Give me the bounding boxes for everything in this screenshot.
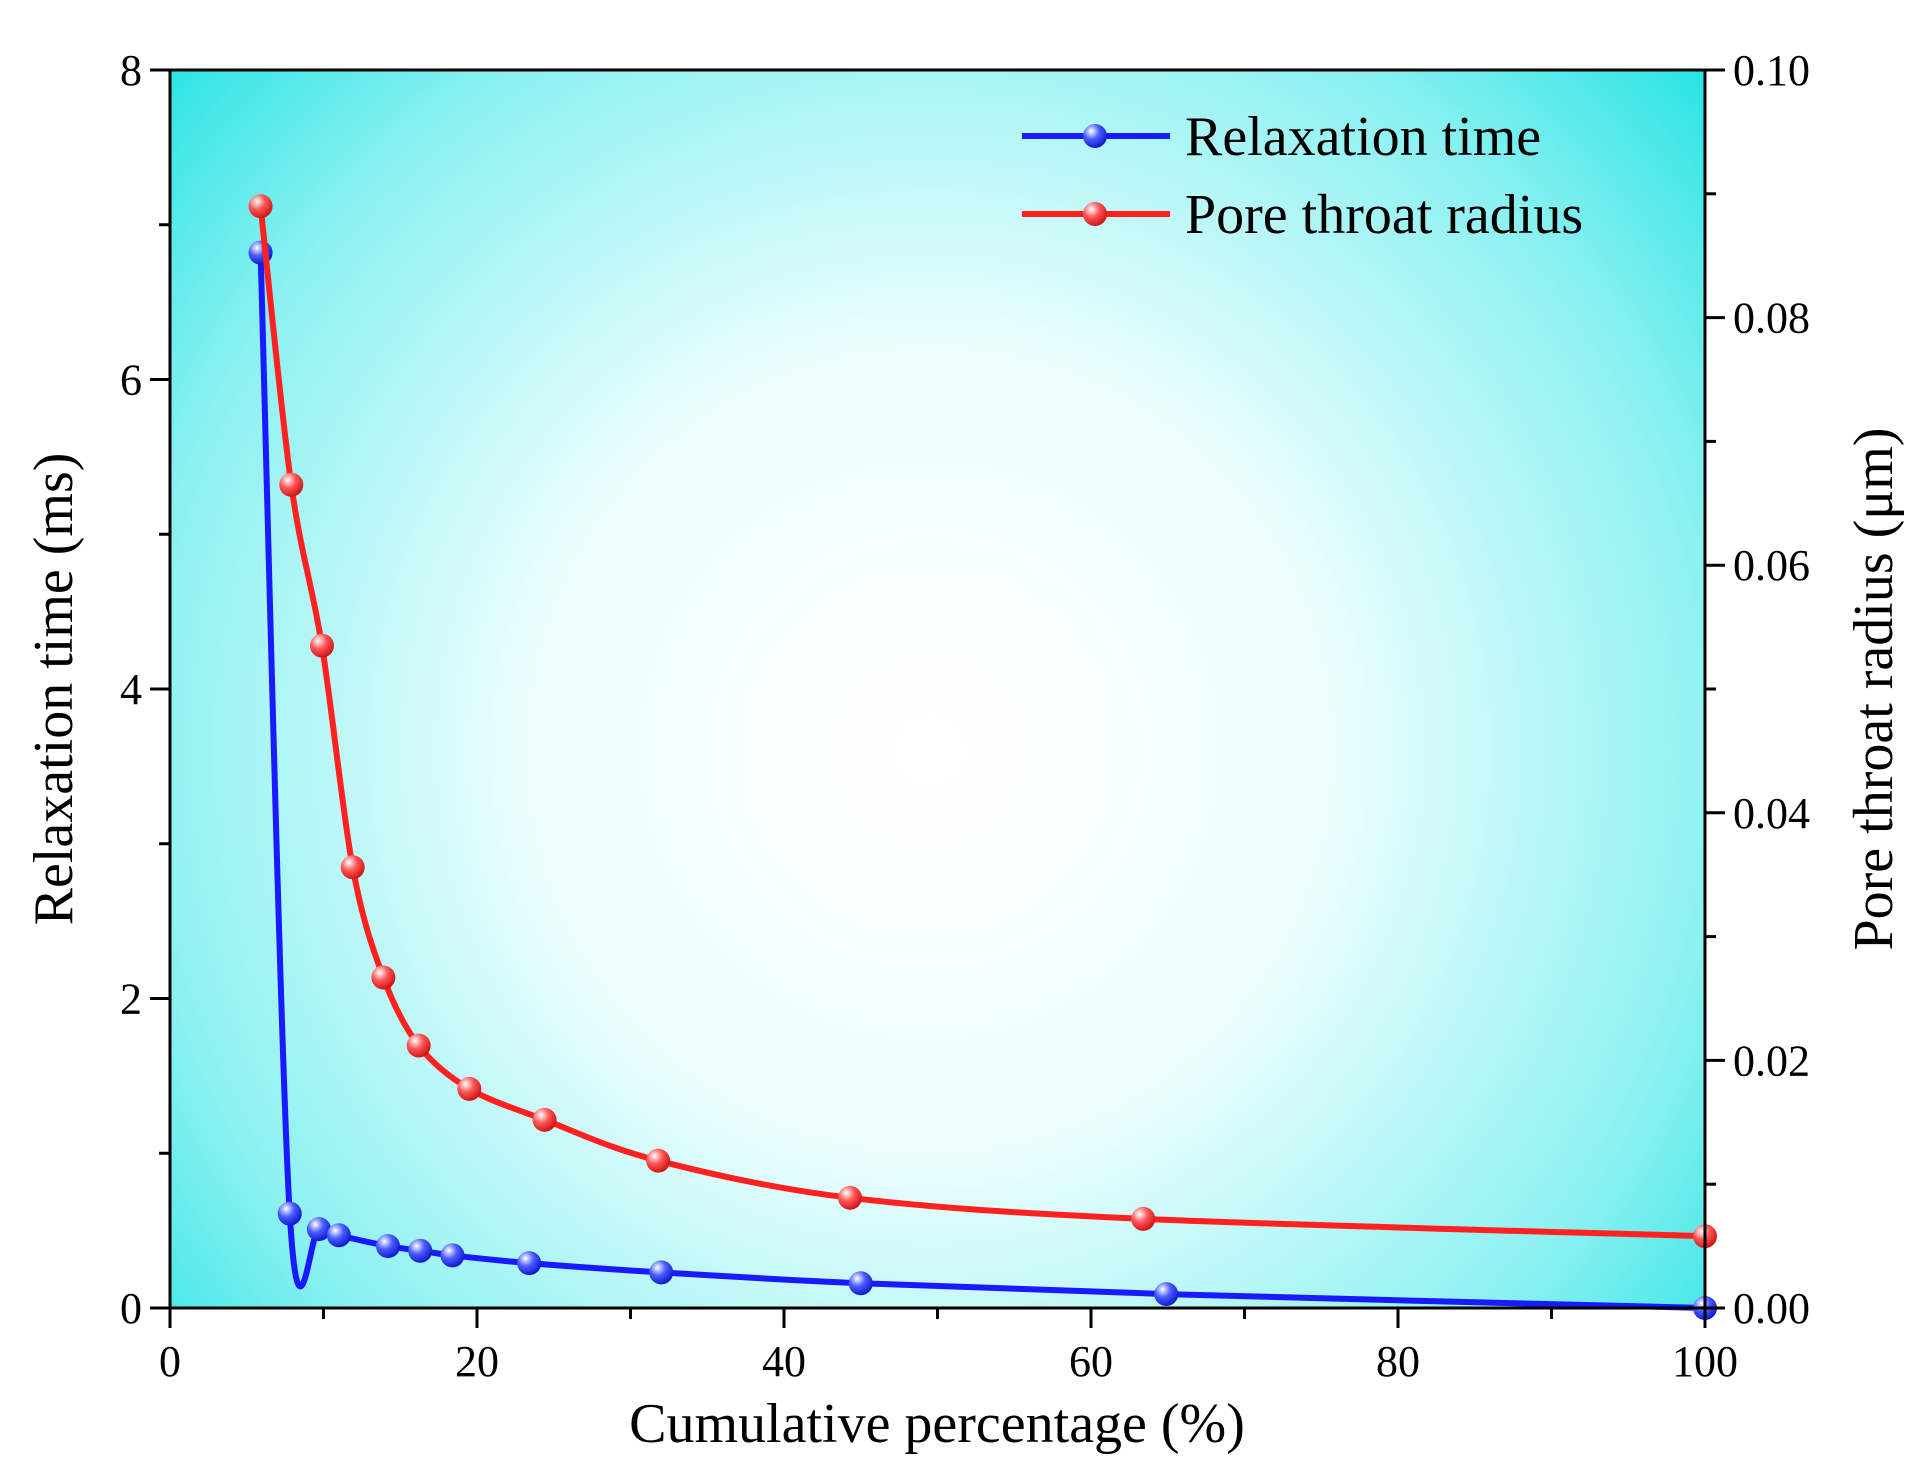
x-tick-label: 0 <box>159 1337 181 1386</box>
y2-tick-label: 0.04 <box>1733 789 1810 838</box>
legend-label-pore-throat-radius: Pore throat radius <box>1185 184 1583 246</box>
y-tick-label: 4 <box>120 665 142 714</box>
x-tick-label: 100 <box>1672 1337 1738 1386</box>
data-point-pore-throat-radius <box>340 855 365 880</box>
x-tick-label: 20 <box>455 1337 499 1386</box>
y2-tick-label: 0.10 <box>1733 46 1810 95</box>
x-tick-label: 80 <box>1376 1337 1420 1386</box>
legend-marker-pore-throat-radius <box>1083 202 1107 226</box>
x-axis-title: Cumulative percentage (%) <box>629 1393 1245 1455</box>
legend: Relaxation time Pore throat radius <box>1022 106 1583 246</box>
y-tick-label: 8 <box>120 46 142 95</box>
data-point-relaxation-time <box>848 1271 873 1296</box>
data-point-pore-throat-radius <box>309 633 334 658</box>
data-point-pore-throat-radius <box>838 1185 863 1210</box>
data-point-relaxation-time <box>1154 1282 1179 1307</box>
y-tick-label: 0 <box>120 1284 142 1333</box>
y2-axis-title: Pore throat radius (μm) <box>1843 427 1905 950</box>
data-point-relaxation-time <box>326 1223 351 1248</box>
data-point-pore-throat-radius <box>532 1107 557 1132</box>
data-point-relaxation-time <box>375 1234 400 1259</box>
x-tick-label: 60 <box>1069 1337 1113 1386</box>
data-point-pore-throat-radius <box>279 472 304 497</box>
legend-label-relaxation-time: Relaxation time <box>1185 106 1541 168</box>
data-point-pore-throat-radius <box>646 1148 671 1173</box>
data-point-pore-throat-radius <box>457 1076 482 1101</box>
y2-tick-label: 0.00 <box>1733 1284 1810 1333</box>
data-point-relaxation-time <box>306 1217 331 1242</box>
x-tick-label: 40 <box>762 1337 806 1386</box>
y-tick-label: 6 <box>120 356 142 405</box>
y-tick-label: 2 <box>120 975 142 1024</box>
series-layer <box>248 194 1717 1320</box>
data-point-pore-throat-radius <box>248 194 273 219</box>
axes-layer: 0 20 40 60 80 100 0 2 4 6 8 0.00 0.02 0.04 0.06 0.08 0.1… <box>120 46 1810 1386</box>
plot-background <box>170 70 1705 1308</box>
y-axis-title: Relaxation time (ms) <box>23 453 85 926</box>
data-point-relaxation-time <box>649 1260 674 1285</box>
y2-tick-label: 0.08 <box>1733 294 1810 343</box>
data-point-pore-throat-radius <box>371 965 396 990</box>
data-point-relaxation-time <box>277 1201 302 1226</box>
y2-tick-label: 0.02 <box>1733 1036 1810 1085</box>
data-point-pore-throat-radius <box>1131 1206 1156 1231</box>
data-point-relaxation-time <box>408 1238 433 1263</box>
data-point-relaxation-time <box>517 1251 542 1276</box>
y2-tick-label: 0.06 <box>1733 541 1810 590</box>
data-point-pore-throat-radius <box>406 1033 431 1058</box>
data-point-relaxation-time <box>440 1243 465 1268</box>
legend-marker-relaxation-time <box>1083 124 1107 148</box>
